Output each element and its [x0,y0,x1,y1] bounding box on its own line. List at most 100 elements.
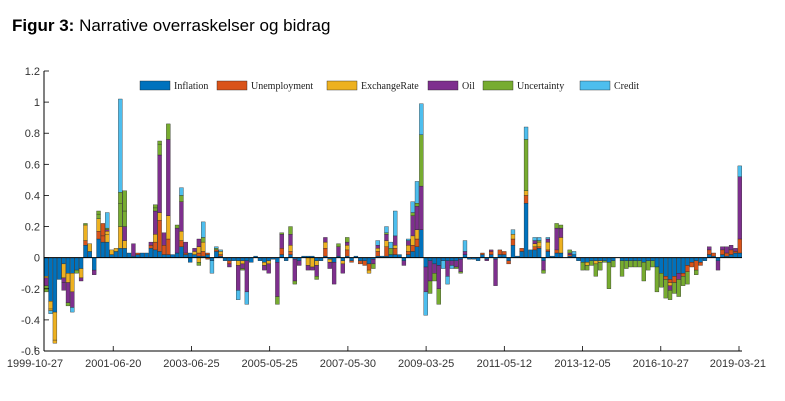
bar-segment-inflation [414,246,420,258]
bar-segment-oil [493,259,498,286]
bar-segment-unemployment [100,223,106,237]
bar-segment-credit [571,251,577,255]
y-tick-label: 0 [34,253,40,265]
bar-segment-unemployment [523,195,529,204]
bar-segment-unemployment [720,249,725,255]
x-tick-label: 2011-05-12 [477,358,532,370]
bar-segment-unemployment [667,279,673,283]
bar-segment-uncertainty [646,260,651,271]
bar-segment-credit [214,246,219,249]
bar-segment-exchangerate [545,241,551,251]
bar-segment-uncertainty [567,249,572,254]
bar-segment-inflation [174,252,180,258]
bar-segment-uncertainty [157,140,162,145]
bar-segment-unemployment [698,262,703,266]
bar-segment-unemployment [707,249,712,255]
bar-segment-exchangerate [593,260,598,265]
bar-segment-unemployment [410,245,415,252]
bar-segment-oil [427,260,433,282]
bar-segment-uncertainty [96,210,101,215]
bar-segment-inflation [436,257,441,266]
bar-segment-unemployment [375,251,380,257]
bar-segment-oil [122,226,127,241]
bar-segment-exchangerate [598,260,603,263]
bar-segment-inflation [580,257,585,263]
bar-segment-oil [314,265,319,277]
bar-segment-inflation [122,248,127,258]
bar-segment-unemployment [711,252,716,257]
bar-segment-unemployment [83,240,88,246]
bar-segment-uncertainty [118,192,123,204]
bar-segment-inflation [733,252,738,258]
bar-segment-inflation [92,257,97,271]
legend-swatch-uncertainty [482,80,514,91]
bar-segment-uncertainty [214,248,219,251]
bar-segment-inflation [676,257,681,274]
x-tick-label: 2009-03-25 [398,358,454,370]
bar-segment-exchangerate [192,251,197,255]
bar-segment-unemployment [100,235,106,243]
x-tick-label: 2013-12-05 [554,358,610,370]
bar-segment-inflation [188,252,193,258]
legend-label-oil: Oil [462,81,475,92]
bar-segment-oil [266,263,271,274]
bar-segment-uncertainty [602,260,607,263]
bar-segment-oil [70,291,75,308]
bar-segment-uncertainty [624,260,629,269]
bar-segment-credit [70,307,75,313]
bar-segment-uncertainty [598,262,603,271]
bar-segment-oil [310,266,315,271]
bar-segment-exchangerate [340,260,345,265]
bar-segment-inflation [510,245,516,258]
bar-segment-unemployment [153,241,158,251]
bar-segment-inflation [44,257,49,277]
bar-segment-inflation [689,257,694,263]
y-tick-label: 0.2 [25,222,40,234]
bar-segment-uncertainty [637,260,642,268]
bar-segment-exchangerate [96,218,101,232]
bar-segment-unemployment [161,245,167,255]
bar-segment-unemployment [323,248,328,257]
bar-segment-inflation [262,257,267,263]
bar-segment-oil [65,282,71,303]
bar-segment-unemployment [179,240,184,247]
bar-segment-exchangerate [52,311,58,341]
bar-segment-inflation [96,238,101,258]
bar-segment-oil [161,232,167,246]
y-tick-label: 1.2 [25,66,40,78]
bar-segment-oil [667,285,673,291]
legend-swatch-exchangerate [326,80,358,91]
bar-segment-oil [541,260,546,271]
bar-segment-unemployment [510,238,516,246]
bar-segment-unemployment [554,249,559,254]
bar-segment-oil [297,260,302,266]
bar-segment-oil [715,260,721,271]
bar-segment-inflation [148,248,154,258]
bar-segment-credit [48,310,53,314]
bar-segment-exchangerate [113,248,119,252]
bar-segment-unemployment [545,249,551,252]
bar-segment-unemployment [218,254,223,257]
bar-segment-exchangerate [410,235,415,246]
bar-segment-uncertainty [371,263,376,269]
bar-segment-oil [445,260,450,277]
bar-segment-oil [558,227,564,238]
bar-segment-unemployment [414,238,420,247]
bar-segment-unemployment [694,260,699,271]
y-tick-label: 0.4 [25,190,40,202]
bar-segment-uncertainty [672,282,677,294]
bar-segment-exchangerate [122,240,127,249]
bar-segment-exchangerate [310,257,315,268]
bar-segment-inflation [519,251,524,258]
bar-segment-unemployment [506,260,511,265]
bar-segment-exchangerate [44,276,49,279]
bar-segment-unemployment [358,260,363,265]
bar-segment-oil [728,245,734,251]
bar-segment-inflation [113,251,119,258]
bar-segment-credit [414,181,420,204]
bar-segment-uncertainty [414,203,420,207]
y-tick-label: 1 [34,97,40,109]
bar-segment-inflation [118,248,123,258]
bar-segment-credit [393,210,398,237]
x-tick-label: 2003-06-25 [163,358,219,370]
